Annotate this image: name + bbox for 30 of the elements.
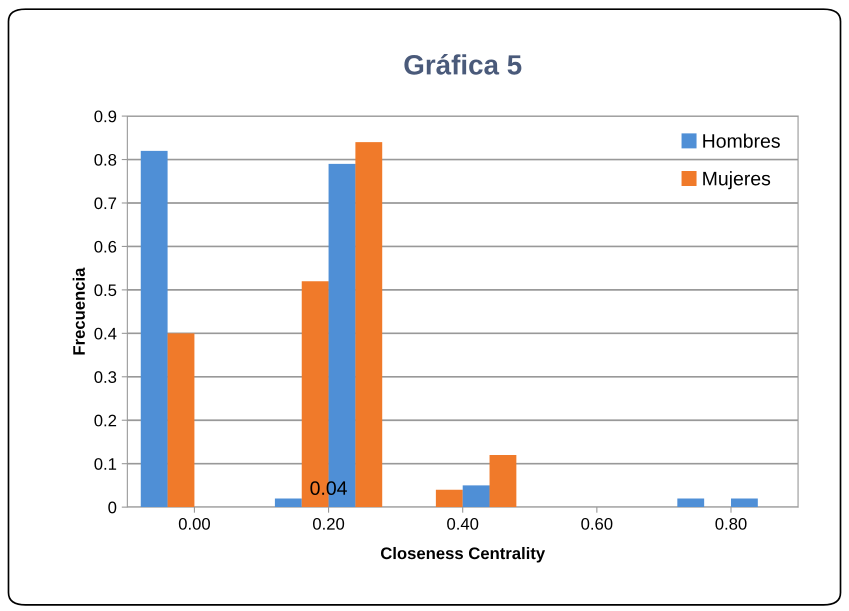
x-tick-label: 0.40 (447, 518, 478, 530)
legend-label: Hombres (703, 134, 780, 148)
bar (274, 498, 302, 508)
y-tick-label: 0.3 (94, 371, 116, 383)
bar (140, 150, 168, 508)
x-tick-label: 0.20 (312, 518, 344, 530)
chart-title: Gráfica 5 (404, 54, 522, 75)
y-tick-label: 0.5 (94, 284, 116, 296)
y-tick-label: 0.4 (94, 328, 116, 340)
bar (730, 498, 758, 508)
annotation: 0.04 (310, 481, 347, 495)
bar (677, 498, 704, 508)
y-tick-label: 0.6 (94, 240, 116, 253)
y-tick-label: 0.1 (94, 458, 116, 470)
legend-label: Mujeres (703, 171, 770, 190)
y-tick-label: 0 (108, 502, 116, 514)
bar (168, 333, 194, 508)
x-tick-label: 0.60 (581, 518, 612, 530)
y-tick-label: 0.2 (94, 414, 116, 426)
bar (462, 485, 490, 508)
y-axis-title: Frecuencia (72, 268, 85, 354)
y-tick-label: 0.7 (94, 197, 116, 210)
x-axis-title: Closeness Centrality (380, 546, 546, 563)
x-tick-label: 0.00 (178, 518, 210, 530)
y-tick-label: 0.8 (94, 154, 116, 166)
x-tick-label: 0.80 (715, 518, 747, 530)
bar (490, 454, 516, 508)
bar (436, 490, 463, 508)
bar (355, 142, 382, 508)
y-tick-label: 0.9 (94, 110, 116, 122)
